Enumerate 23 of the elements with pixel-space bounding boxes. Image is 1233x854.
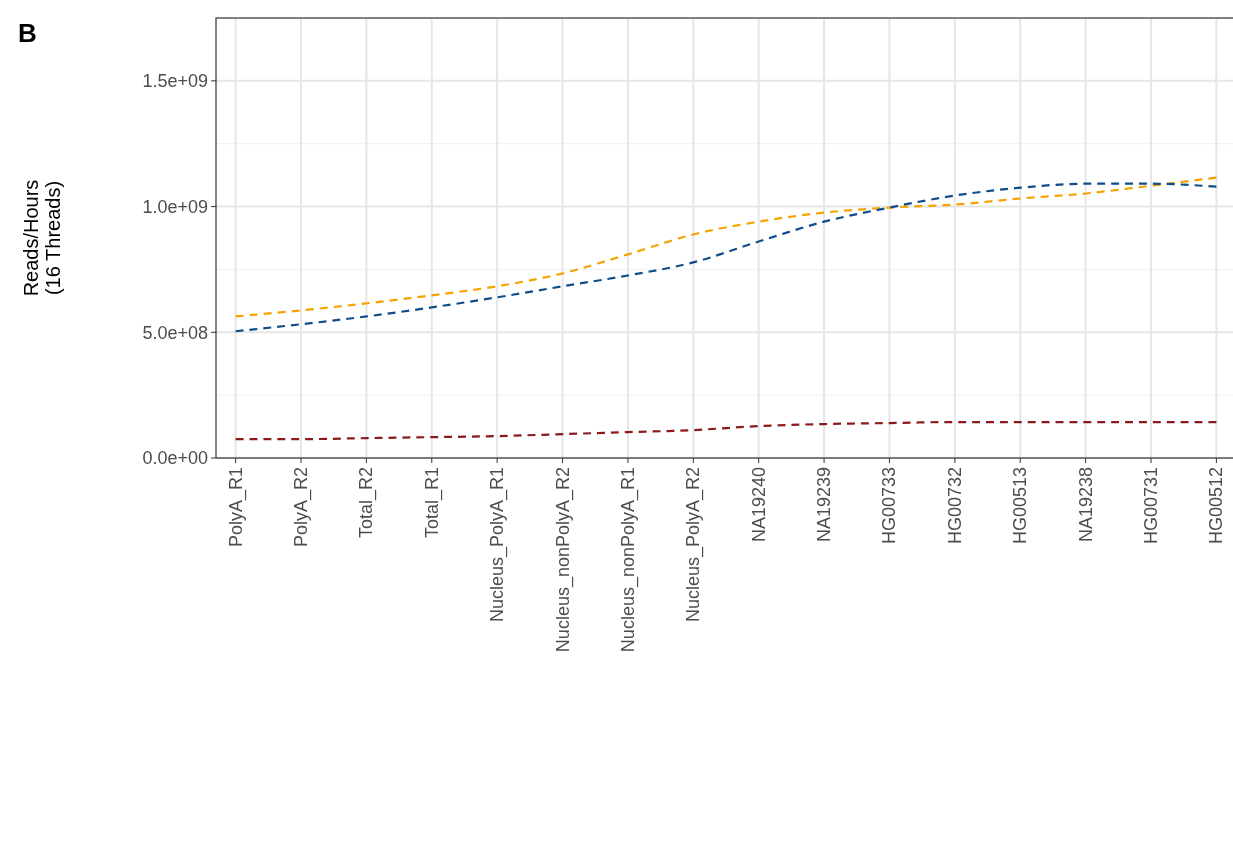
x-tick-label: Nucleus_PolyA_R1 [487,467,509,623]
y-tick-label: 1.5e+09 [142,71,208,92]
x-tick-label: PolyA_R1 [225,467,247,548]
y-axis-title: Reads/Hours (16 Threads) [20,179,64,297]
y-tick-label: 0.0e+00 [142,448,208,469]
x-tick-label: Nucleus_PolyA_R2 [683,467,705,623]
y-tick-label: 1.0e+09 [142,196,208,217]
x-tick-label: PolyA_R2 [291,467,312,548]
x-tick-label: HG00732 [944,467,965,545]
x-tick-label: HG00513 [1010,467,1031,545]
line-series [234,420,1218,441]
x-tick-label: HG00733 [879,467,900,545]
x-tick-label: NA19240 [748,467,769,543]
x-tick-label: NA19239 [814,467,835,543]
x-tick-label: Total_R2 [356,467,378,539]
x-tick-label: HG00512 [1206,467,1227,545]
y-tick-label: 5.0e+08 [142,322,208,343]
x-tick-label: Nucleus_nonPolyA_R1 [617,467,639,653]
x-tick-label: Total_R1 [421,467,443,539]
chart-title: B [18,18,37,48]
x-tick-label: HG00731 [1141,467,1161,545]
x-tick-label: Nucleus_nonPolyA_R2 [552,467,574,653]
x-tick-label: NA19238 [1075,467,1096,543]
